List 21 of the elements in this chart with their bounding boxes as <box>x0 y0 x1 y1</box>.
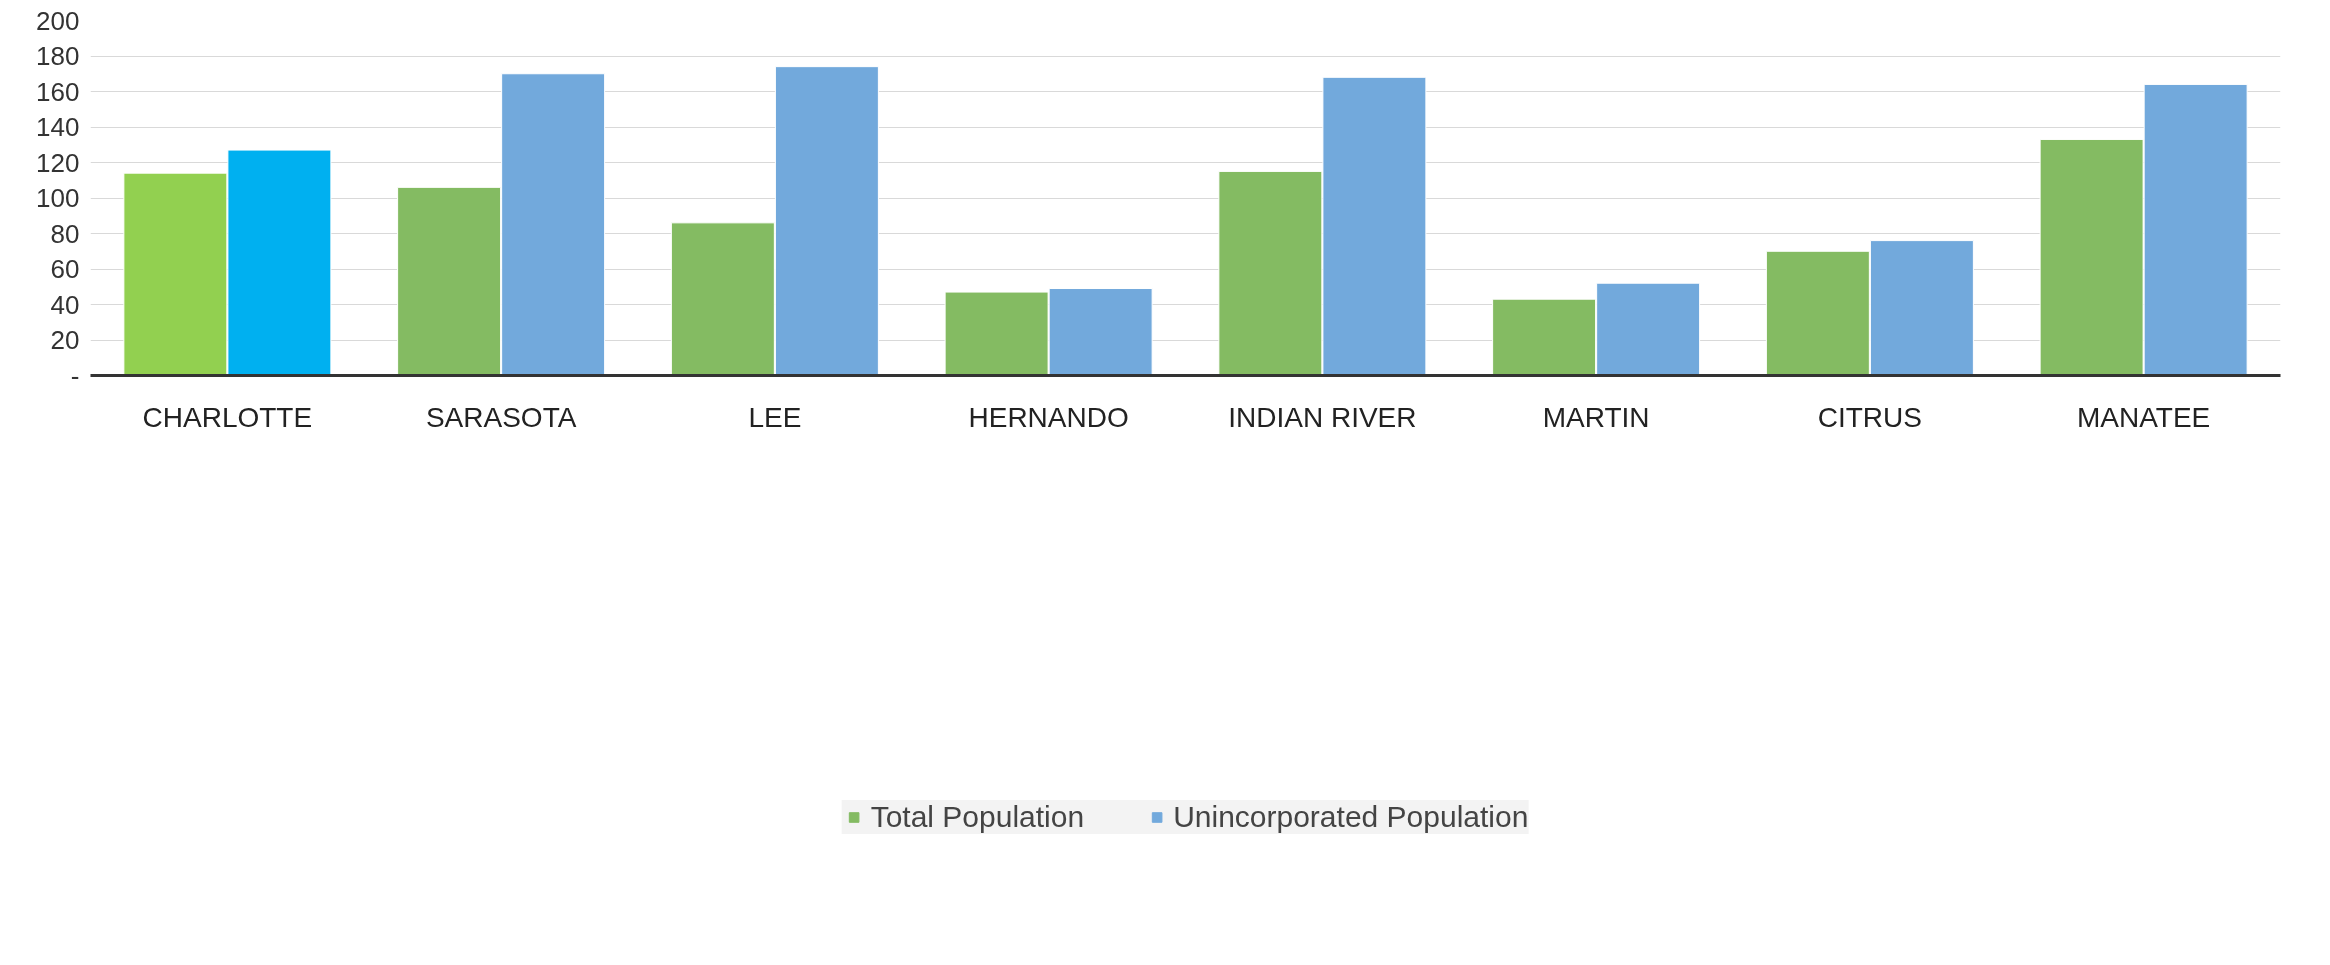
x-tick-label: MANATEE <box>2076 401 2211 433</box>
x-tick-label: MARTIN <box>1542 401 1650 433</box>
y-tick-label: 100 <box>36 183 80 213</box>
y-tick-label: 180 <box>36 41 80 71</box>
y-tick-label: 140 <box>36 112 80 142</box>
y-tick-label: 60 <box>50 254 80 284</box>
legend-label: Total Population <box>870 799 1085 834</box>
y-tick-label: - <box>70 360 80 391</box>
x-tick-label: HERNANDO <box>968 401 1129 433</box>
x-tick-label: SARASOTA <box>425 401 577 433</box>
y-tick-label: 20 <box>50 325 80 355</box>
x-tick-label: CITRUS <box>1817 401 1922 433</box>
x-tick-label: INDIAN RIVER <box>1228 401 1417 433</box>
y-tick-label: 80 <box>50 218 80 249</box>
y-tick-label: 40 <box>50 289 80 320</box>
y-tick-label: 200 <box>36 5 80 36</box>
x-tick-label: CHARLOTTE <box>142 401 313 433</box>
y-tick-label: 120 <box>36 147 80 178</box>
x-tick-label: LEE <box>748 401 802 433</box>
y-tick-label: 160 <box>36 76 80 107</box>
legend-label: Unincorporated Population <box>1173 799 1529 834</box>
